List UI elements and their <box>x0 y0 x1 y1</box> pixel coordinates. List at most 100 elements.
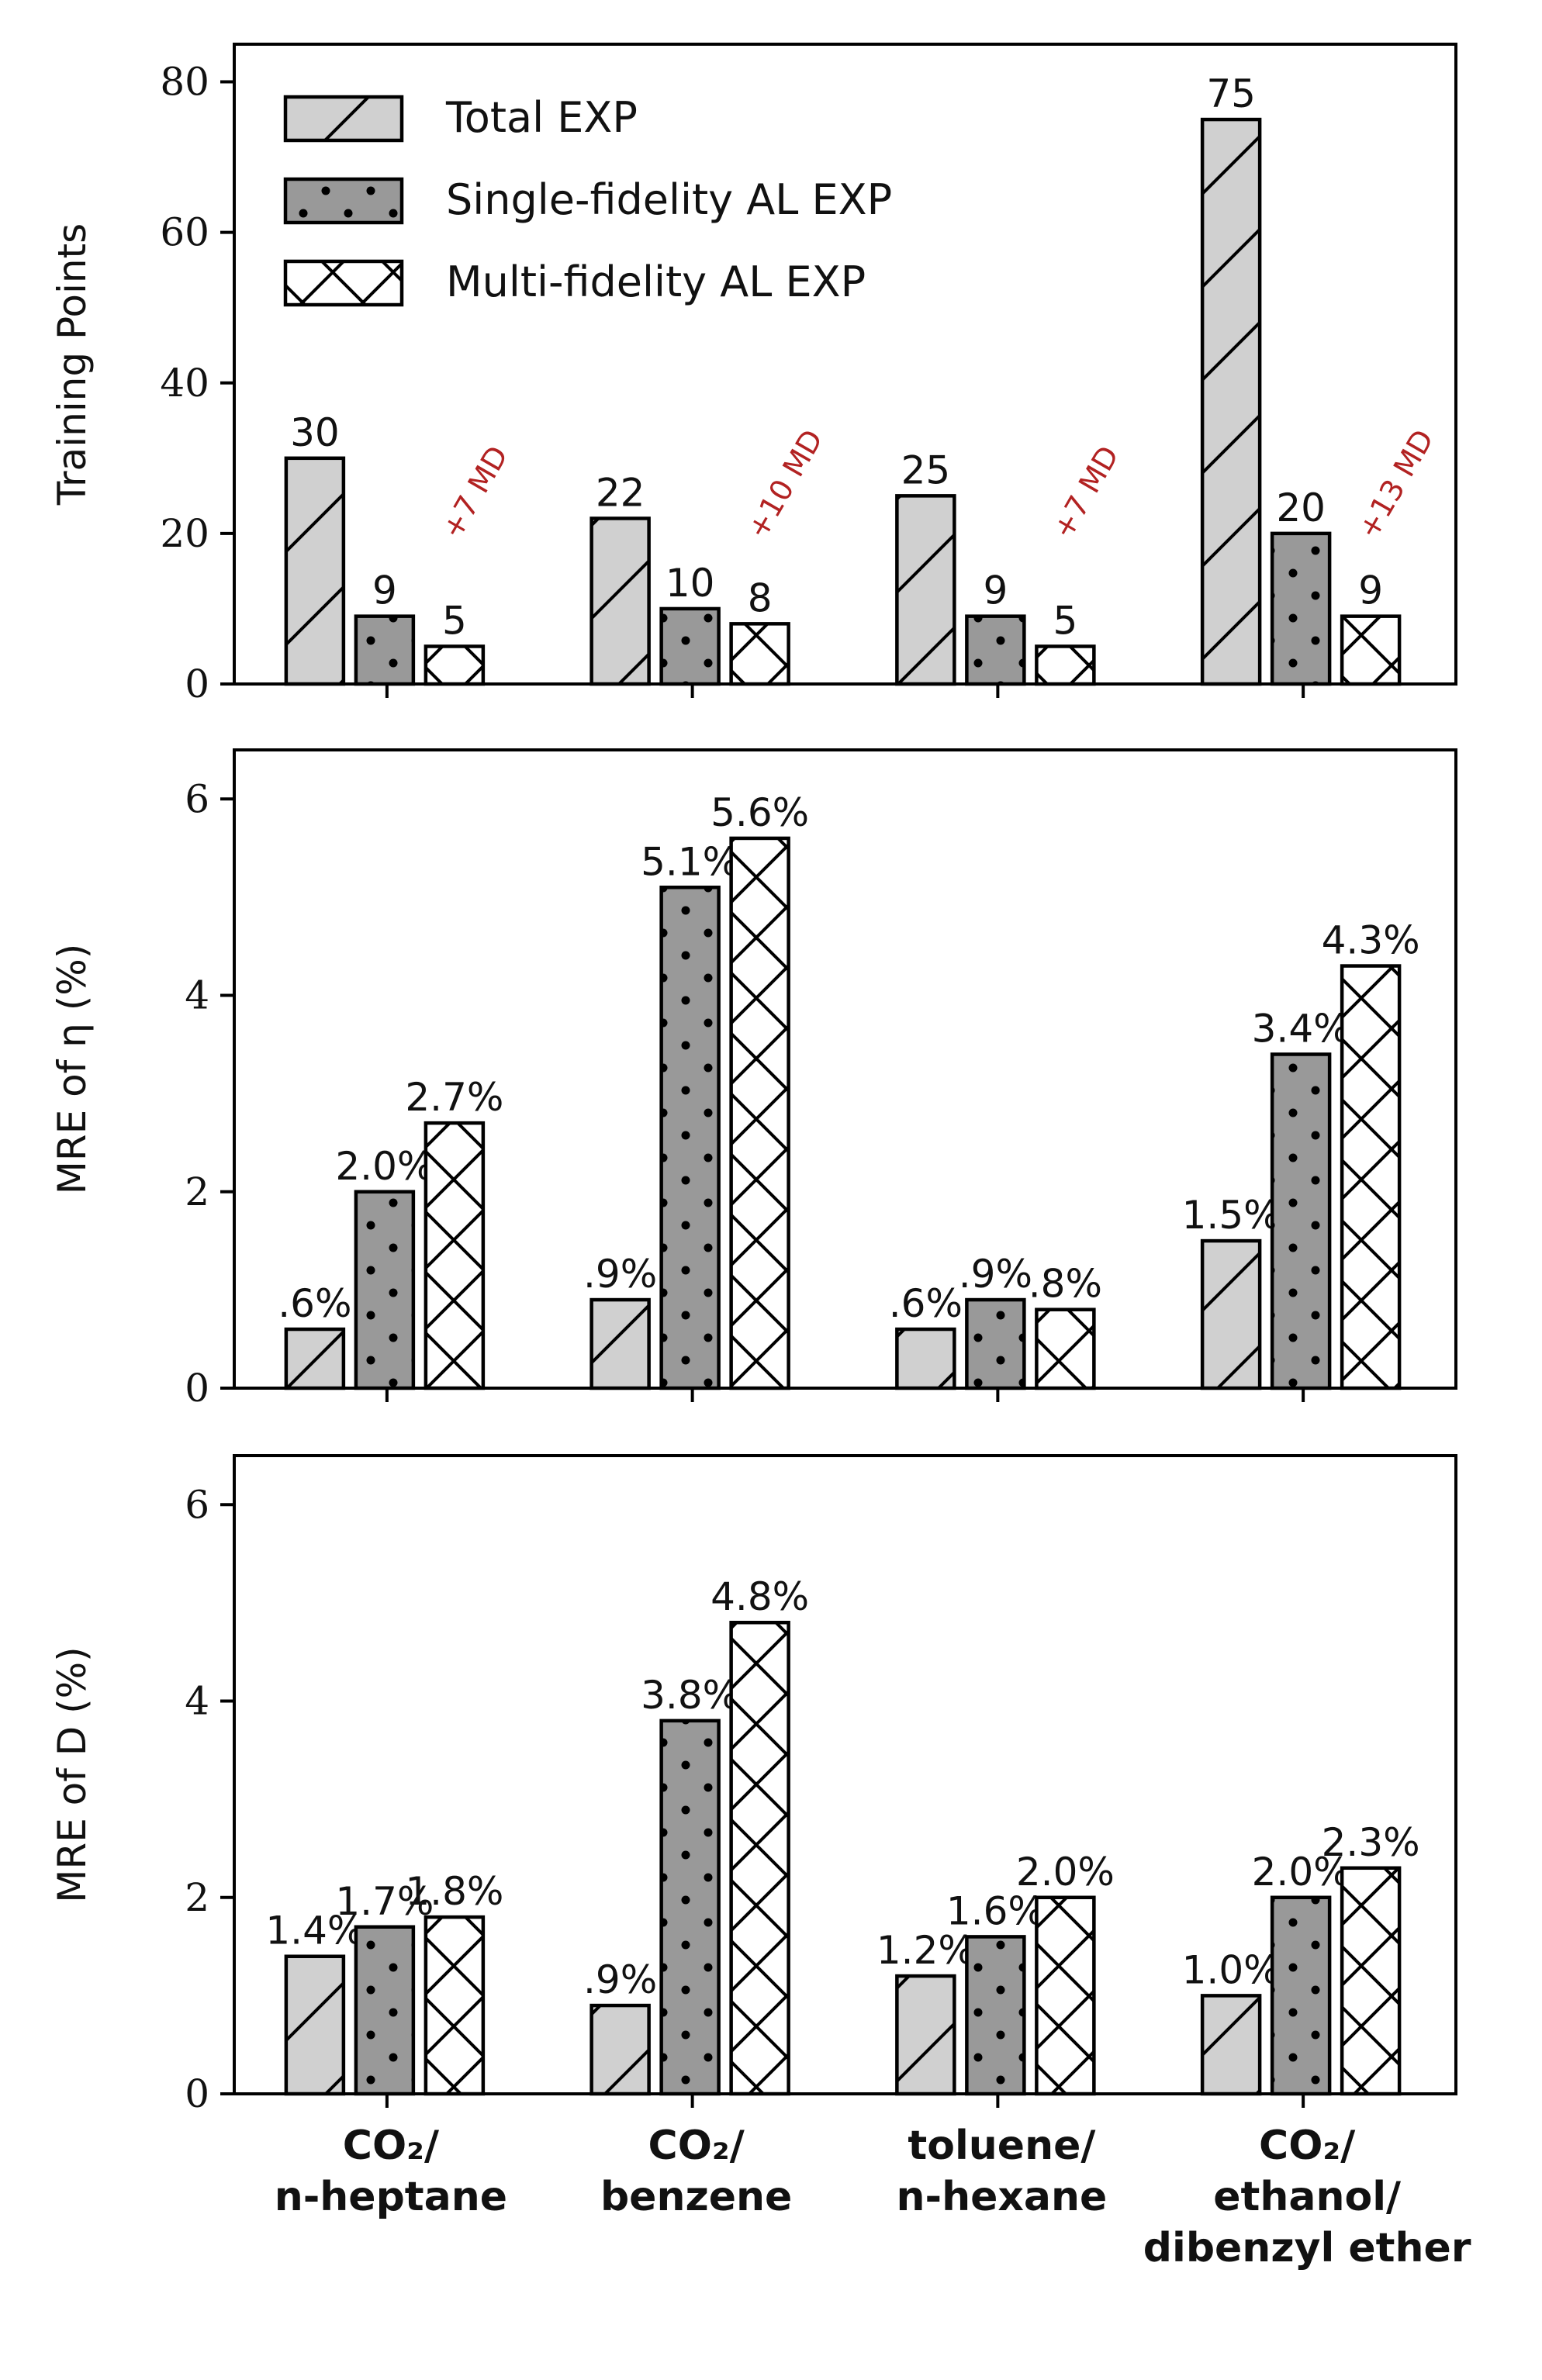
data-label-multi: 9 <box>1358 568 1383 613</box>
data-label-total: 25 <box>901 447 951 492</box>
data-label-multi: 2.3% <box>1322 1820 1420 1865</box>
y-tick-label: 0 <box>185 2071 209 2116</box>
y-tick-label: 2 <box>185 1169 209 1214</box>
legend-label-multi: Multi-fidelity AL EXP <box>446 257 866 306</box>
bar-total <box>1200 1994 1262 2096</box>
bar-single <box>354 1190 416 1390</box>
bar-total <box>589 2003 651 2096</box>
bar-total <box>1200 1238 1262 1390</box>
bar-single <box>965 1935 1026 2096</box>
bar-multi <box>424 1121 486 1390</box>
data-label-single: 10 <box>666 561 715 606</box>
y-tick-label: 6 <box>185 776 209 821</box>
data-label-multi: 5 <box>1053 598 1077 643</box>
panel-3: 0 2 4 6 MRE of D (%) 1.4% .9% 1.2% 1.0% 1.7% 3.8% 1… <box>50 1454 1457 2116</box>
data-label-total: 1.4% <box>265 1908 364 1953</box>
data-label-single: .9% <box>959 1252 1032 1297</box>
legend-swatch-single <box>283 177 404 225</box>
data-label-multi: 2.7% <box>405 1075 503 1120</box>
x-category-label: dibenzyl ether <box>1143 2225 1471 2271</box>
bar-multi <box>1340 614 1402 686</box>
axes-frame <box>233 43 1457 686</box>
y-tick-label: 80 <box>160 60 209 105</box>
legend-label-total: Total EXP <box>445 93 638 142</box>
bar-multi <box>1340 964 1402 1390</box>
data-label-single: 3.8% <box>641 1673 739 1718</box>
data-label-single: 9 <box>983 568 1008 613</box>
bar-total <box>895 1974 956 2096</box>
bar-total <box>895 494 956 686</box>
data-label-total: 75 <box>1206 71 1256 116</box>
chart-legend: Total EXP Single-fidelity AL EXP Multi-fid… <box>283 93 892 307</box>
bar-single <box>354 1925 416 2096</box>
bar-single <box>965 614 1026 686</box>
data-label-multi: 5 <box>442 598 467 643</box>
data-label-multi: 4.8% <box>710 1574 809 1619</box>
data-label-single: 2.0% <box>1252 1850 1350 1895</box>
data-label-multi: 1.8% <box>405 1869 503 1914</box>
bar-single <box>354 614 416 686</box>
data-label-total: 1.0% <box>1182 1947 1281 1992</box>
y-tick-label: 4 <box>185 1679 209 1724</box>
y-tick-label: 6 <box>185 1482 209 1527</box>
data-label-total: 30 <box>290 410 340 455</box>
y-tick-label: 4 <box>185 973 209 1018</box>
data-label-single: 2.0% <box>335 1144 434 1189</box>
bar-single <box>659 606 721 686</box>
y-axis-label: Training Points <box>50 223 95 506</box>
bar-single <box>1270 531 1332 686</box>
data-label-single: 5.1% <box>641 839 739 884</box>
legend-swatch-multi <box>283 259 404 307</box>
x-category-label: CO₂/ <box>648 2123 745 2169</box>
data-label-multi: 4.3% <box>1322 918 1420 963</box>
data-label-multi: .8% <box>1029 1262 1102 1307</box>
x-category-label: toluene/ <box>908 2123 1095 2169</box>
bar-total <box>284 1327 346 1390</box>
bar-multi <box>729 836 790 1390</box>
data-label-single: 20 <box>1276 485 1326 530</box>
y-tick-label: 0 <box>185 1366 209 1411</box>
bar-single <box>1270 1052 1332 1390</box>
data-label-multi: 8 <box>748 575 773 620</box>
data-label-total: .9% <box>583 1957 657 2002</box>
data-label-multi: 2.0% <box>1016 1850 1115 1895</box>
bar-multi <box>1035 1895 1096 2096</box>
x-category-label: n-heptane <box>275 2174 507 2220</box>
legend-label-single: Single-fidelity AL EXP <box>446 175 892 224</box>
bar-total <box>1200 117 1262 686</box>
bar-multi <box>1340 1866 1402 2096</box>
bar-multi <box>424 644 486 686</box>
axes-frame <box>233 748 1457 1390</box>
bar-single <box>659 886 721 1390</box>
data-label-single: 1.6% <box>946 1888 1045 1933</box>
data-label-total: .9% <box>583 1252 657 1297</box>
data-label-total: .6% <box>889 1281 963 1326</box>
data-label-total: 1.2% <box>876 1928 975 1973</box>
md-annotation: +7 MD <box>435 440 515 544</box>
bar-multi <box>729 1620 790 2096</box>
bar-multi <box>729 622 790 686</box>
legend-swatch-total <box>283 95 404 143</box>
axes-frame <box>233 1454 1457 2095</box>
md-annotation: +13 MD <box>1351 423 1440 544</box>
data-label-multi: 5.6% <box>710 790 809 835</box>
data-label-total: 22 <box>596 470 645 515</box>
y-axis-label: MRE of η (%) <box>50 944 95 1195</box>
bar-total <box>284 1954 346 2096</box>
data-label-single: 9 <box>372 568 397 613</box>
x-category-label: benzene <box>600 2174 792 2220</box>
md-annotation: +10 MD <box>740 423 829 544</box>
y-tick-label: 20 <box>160 511 209 556</box>
bar-total <box>895 1327 956 1390</box>
x-category-label: CO₂/ <box>1259 2123 1355 2169</box>
x-category-label: n-hexane <box>896 2174 1107 2220</box>
x-category-labels: CO₂/n-heptane CO₂/benzene toluene/n-hexane… <box>275 2123 1471 2271</box>
y-tick-label: 60 <box>160 210 209 255</box>
y-tick-label: 2 <box>185 1875 209 1920</box>
y-tick-label: 40 <box>160 361 209 406</box>
bar-total <box>589 516 651 686</box>
md-annotation: +7 MD <box>1046 440 1125 544</box>
